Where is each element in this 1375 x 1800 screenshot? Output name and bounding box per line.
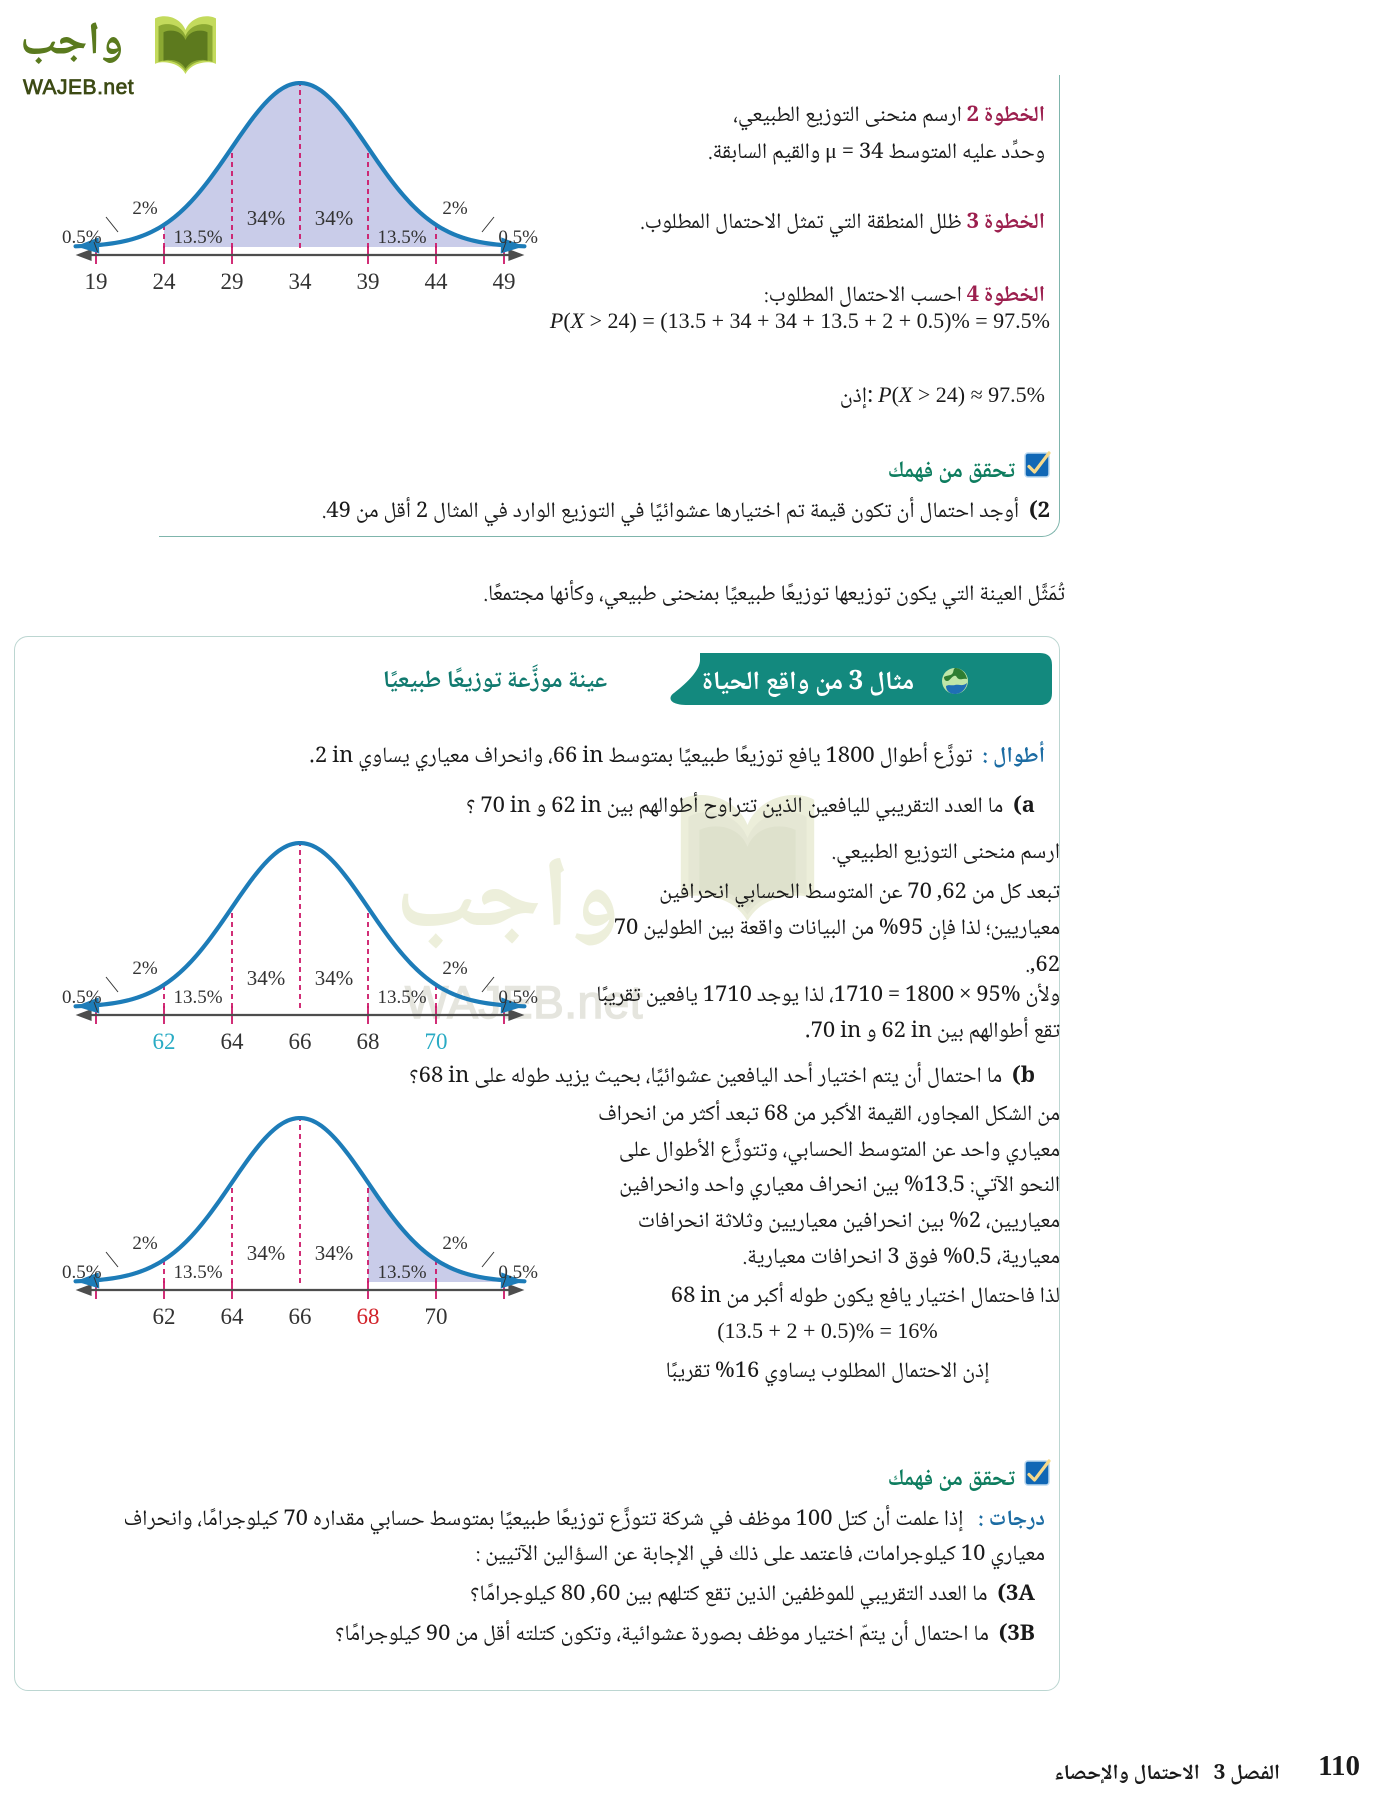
svg-text:70: 70 — [425, 1029, 448, 1054]
svg-text:2%: 2% — [132, 1233, 158, 1254]
svg-text:34%: 34% — [247, 1241, 286, 1265]
svg-text:2%: 2% — [132, 958, 158, 979]
svg-text:34%: 34% — [315, 1241, 354, 1265]
svg-text:49: 49 — [493, 269, 516, 294]
svg-text:13.5%: 13.5% — [173, 1262, 222, 1283]
svg-text:0.5%: 0.5% — [62, 227, 102, 248]
svg-text:70: 70 — [425, 1304, 448, 1329]
svg-text:2%: 2% — [132, 198, 158, 219]
svg-text:62: 62 — [153, 1304, 176, 1329]
svg-text:64: 64 — [221, 1029, 245, 1054]
svg-text:34%: 34% — [247, 966, 286, 990]
svg-text:34%: 34% — [315, 206, 354, 230]
svg-text:0.5%: 0.5% — [62, 987, 102, 1008]
svg-text:13.5%: 13.5% — [377, 227, 426, 248]
svg-text:44: 44 — [425, 269, 449, 294]
svg-text:64: 64 — [221, 1304, 245, 1329]
svg-text:66: 66 — [289, 1304, 312, 1329]
svg-text:34%: 34% — [315, 966, 354, 990]
svg-text:0.5%: 0.5% — [498, 987, 538, 1008]
svg-text:2%: 2% — [442, 958, 468, 979]
svg-text:0.5%: 0.5% — [498, 227, 538, 248]
svg-text:2%: 2% — [442, 1233, 468, 1254]
svg-text:0.5%: 0.5% — [62, 1262, 102, 1283]
svg-text:13.5%: 13.5% — [377, 987, 426, 1008]
svg-text:39: 39 — [357, 269, 380, 294]
svg-text:68: 68 — [357, 1304, 380, 1329]
svg-text:19: 19 — [85, 269, 108, 294]
svg-text:24: 24 — [153, 269, 177, 294]
svg-text:13.5%: 13.5% — [173, 987, 222, 1008]
svg-text:68: 68 — [357, 1029, 380, 1054]
svg-text:13.5%: 13.5% — [377, 1262, 426, 1283]
svg-text:2%: 2% — [442, 198, 468, 219]
svg-text:13.5%: 13.5% — [173, 227, 222, 248]
svg-text:66: 66 — [289, 1029, 312, 1054]
svg-text:34: 34 — [289, 269, 313, 294]
svg-text:62: 62 — [153, 1029, 176, 1054]
svg-text:29: 29 — [221, 269, 244, 294]
svg-text:0.5%: 0.5% — [498, 1262, 538, 1283]
svg-text:34%: 34% — [247, 206, 286, 230]
